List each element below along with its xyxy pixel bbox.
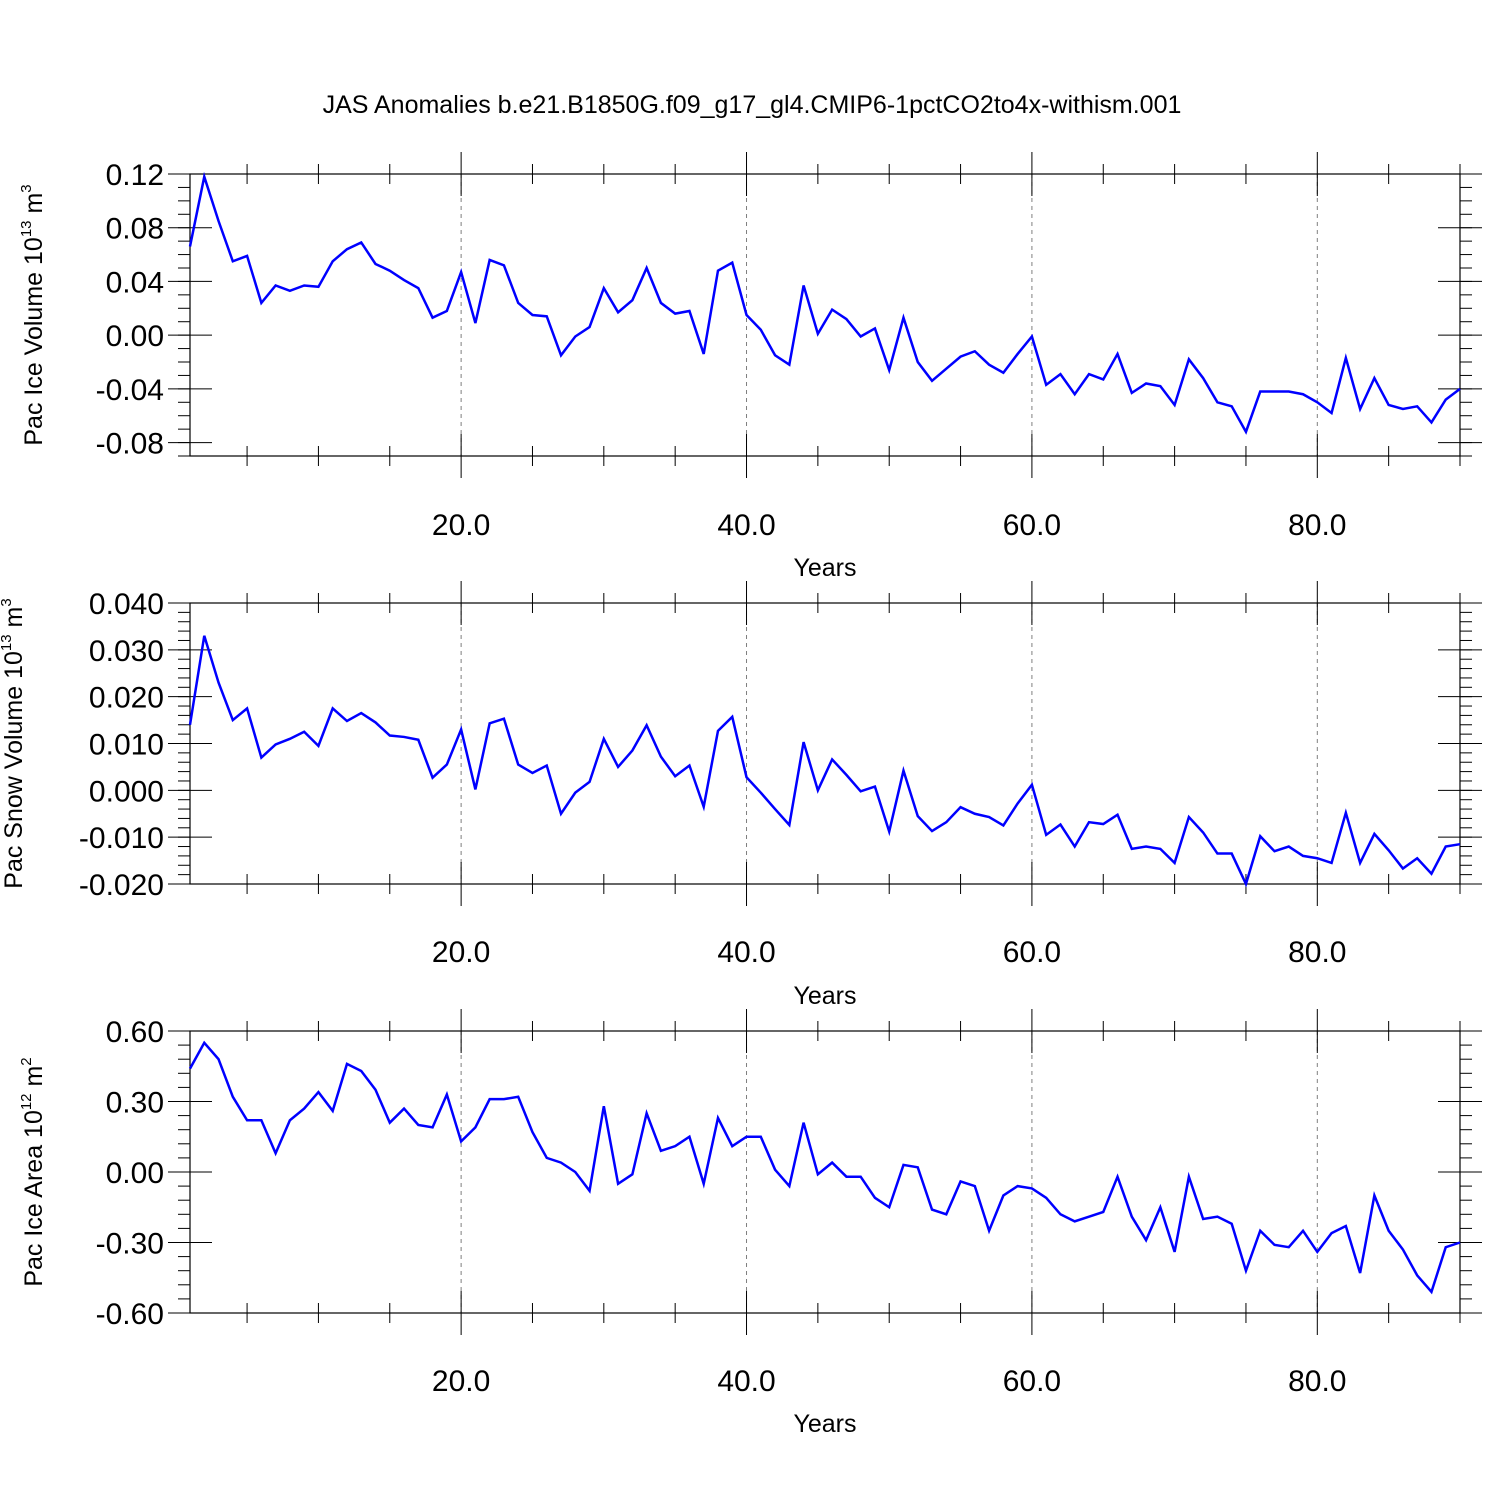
y-axis-label: Pac Ice Volume 1013 m3: [18, 184, 48, 445]
y-tick-label: -0.04: [96, 374, 164, 407]
x-tick-label: 80.0: [1288, 1365, 1346, 1398]
series-line: [188, 635, 1461, 888]
panel-2: -0.020 -0.010 0.000 0.010 0.020 0.030 0.040 20.…: [0, 581, 1482, 1010]
y-axis-label: Pac Snow Volume 1013 m3: [0, 598, 28, 888]
x-tick-label: 20.0: [432, 936, 490, 969]
y-tick-label: 0.040: [89, 588, 164, 621]
x-tick-label: 20.0: [432, 509, 490, 542]
y-tick-label: 0.08: [106, 213, 164, 246]
panel-3: -0.60 -0.30 0.00 0.30 0.60 20.0 40.0 60.0 80.0 Ye…: [18, 1009, 1482, 1438]
y-tick-label: -0.30: [96, 1228, 164, 1261]
y-tick-label: 0.04: [106, 266, 164, 299]
y-axis-label: Pac Ice Area 1012 m2: [18, 1057, 48, 1286]
x-tick-label: 20.0: [432, 1365, 490, 1398]
x-axis-label: Years: [793, 982, 856, 1010]
y-tick-label: 0.30: [106, 1087, 164, 1120]
x-tick-label: 40.0: [717, 1365, 775, 1398]
y-tick-label: -0.010: [79, 822, 164, 855]
y-tick-label: 0.010: [89, 729, 164, 762]
series-line: [188, 1040, 1461, 1295]
y-tick-label: 0.030: [89, 635, 164, 668]
y-tick-label: 0.00: [106, 320, 164, 353]
plot-frame: [189, 1030, 1461, 1314]
y-tick-label: 0.000: [89, 775, 164, 808]
x-tick-label: 40.0: [717, 936, 775, 969]
series-line: [188, 171, 1461, 435]
x-axis-label: Years: [793, 554, 856, 582]
x-axis-label: Years: [793, 1410, 856, 1438]
y-tick-label: -0.020: [79, 869, 164, 902]
plot-frame: [189, 602, 1461, 885]
x-tick-label: 60.0: [1003, 1365, 1061, 1398]
y-tick-label: -0.60: [96, 1298, 164, 1331]
y-tick-label: 0.020: [89, 682, 164, 715]
figure-title: JAS Anomalies b.e21.B1850G.f09_g17_gl4.C…: [323, 91, 1182, 119]
x-tick-label: 60.0: [1003, 936, 1061, 969]
y-tick-label: 0.60: [106, 1016, 164, 1049]
y-tick-label: 0.00: [106, 1157, 164, 1190]
y-tick-label: 0.12: [106, 159, 164, 192]
x-tick-label: 80.0: [1288, 936, 1346, 969]
x-tick-label: 80.0: [1288, 509, 1346, 542]
panel-1: -0.08 -0.04 0.00 0.04 0.08 0.12 20.0 40.0 60.0 80…: [18, 152, 1482, 582]
x-tick-label: 60.0: [1003, 509, 1061, 542]
plot-frame: [189, 173, 1461, 457]
x-tick-label: 40.0: [717, 509, 775, 542]
y-tick-label: -0.08: [96, 428, 164, 461]
